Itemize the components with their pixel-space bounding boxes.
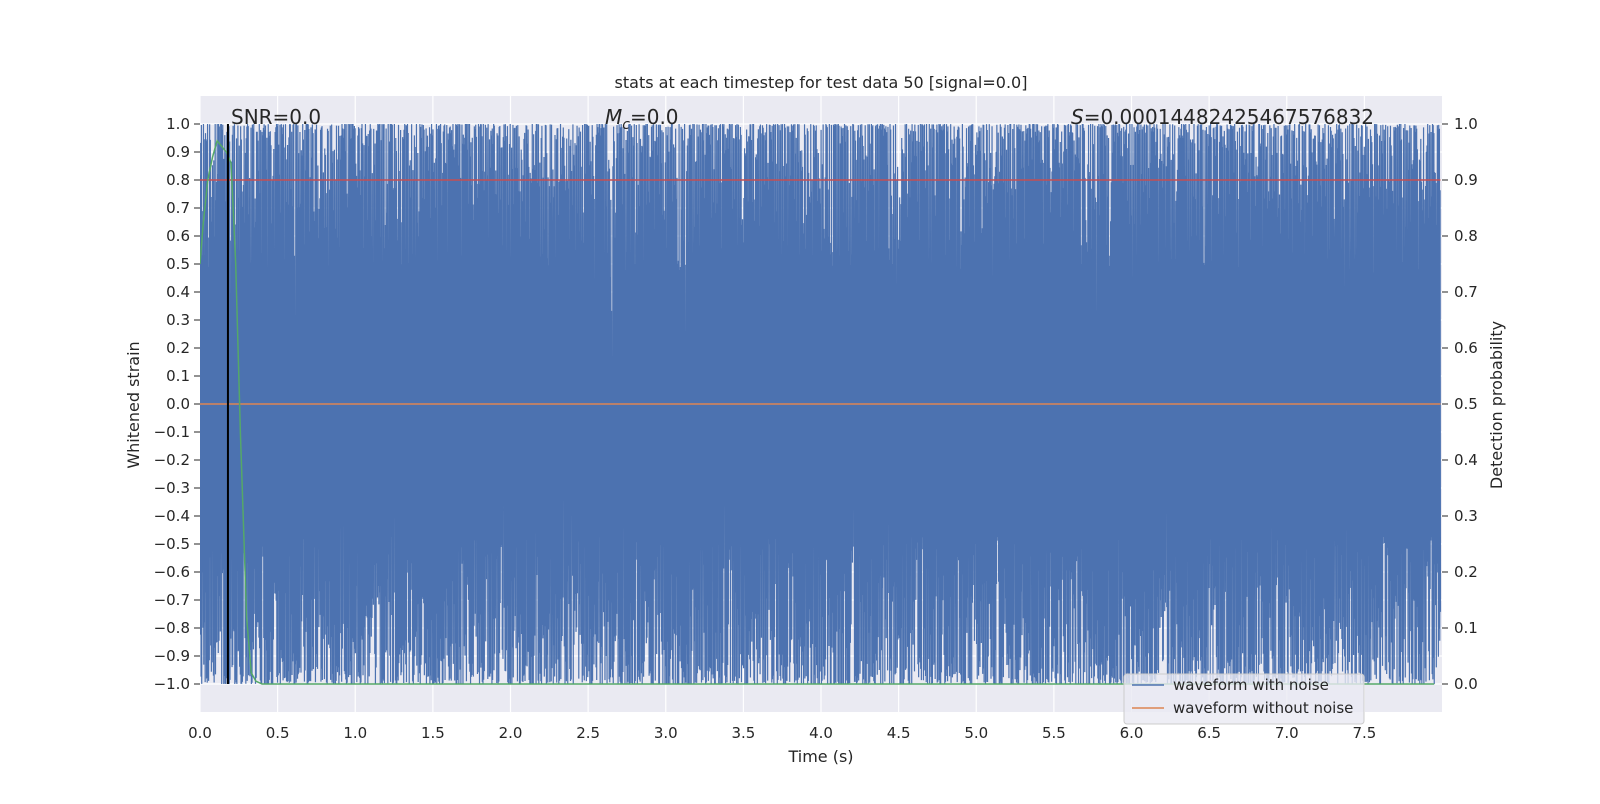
y2-axis-ticks: 1.0 0.9 0.8 0.7 0.6 0.5 0.4 0.3 0.2 0.1 0.0 [1442,115,1478,693]
s-annotation: S=0.00014482425467576832 [1071,105,1374,129]
y-tick-label: −0.5 [154,535,190,553]
y2-tick-label: 0.6 [1454,339,1478,357]
y-tick-label: 0.5 [166,255,190,273]
x-tick-label: 3.0 [654,724,678,742]
x-tick-label: 5.0 [964,724,988,742]
y-tick-label: 0.8 [166,171,190,189]
y-tick-label: −0.9 [154,647,190,665]
y-tick-label: −0.4 [154,507,190,525]
x-tick-label: 3.5 [731,724,755,742]
x-tick-label: 7.0 [1275,724,1299,742]
series-detection-probability [200,139,1435,685]
y2-axis-label: Detection probability [1487,321,1506,489]
y-tick-label: 0.2 [166,339,190,357]
y-tick-label: 0.1 [166,367,190,385]
chart-title: stats at each timestep for test data 50 … [615,73,1028,92]
y2-tick-label: 0.0 [1454,675,1478,693]
mc-annotation: Mc=0.0 [605,105,679,133]
snr-annotation: SNR=0.0 [231,105,321,129]
legend-box [1123,673,1365,725]
x-tick-label: 7.5 [1352,724,1376,742]
x-tick-label: 2.5 [576,724,600,742]
y2-tick-label: 0.2 [1454,563,1478,581]
x-tick-label: 4.5 [887,724,911,742]
y2-tick-label: 1.0 [1454,115,1478,133]
y-tick-label: 0.7 [166,199,190,217]
x-tick-label: 1.5 [421,724,445,742]
s-value: =0.00014482425467576832 [1084,105,1374,129]
x-tick-label: 5.5 [1042,724,1066,742]
series-waveform-with-noise [200,123,1442,685]
x-tick-label: 6.5 [1197,724,1221,742]
y-tick-label: 0.9 [166,143,190,161]
legend-label-waveform-with-noise: waveform with noise [1173,676,1329,694]
x-axis-ticks: 0.0 0.5 1.0 1.5 2.0 2.5 3.0 3.5 4.0 4.5 5.0 5.5 6.0 6… [188,724,1376,742]
x-tick-label: 0.0 [188,724,212,742]
y2-tick-label: 0.4 [1454,451,1478,469]
y2-tick-label: 0.7 [1454,283,1478,301]
x-tick-label: 1.0 [343,724,367,742]
y-tick-label: −0.3 [154,479,190,497]
legend: waveform with noise waveform without noi… [1123,673,1365,725]
x-tick-label: 0.5 [266,724,290,742]
plot-series [200,123,1442,685]
y-tick-label: −0.8 [154,619,190,637]
mc-symbol: M [605,105,622,129]
mc-subscript: c [622,117,630,133]
y2-tick-label: 0.8 [1454,227,1478,245]
y-axis-ticks: 1.0 0.9 0.8 0.7 0.6 0.5 0.4 0.3 0.2 0.1 0.0 −0.1 −0.… [154,115,200,693]
y-tick-label: 0.0 [166,395,190,413]
x-axis-label: Time (s) [787,747,853,766]
x-tick-label: 6.0 [1120,724,1144,742]
y-tick-label: −0.7 [154,591,190,609]
mc-value: =0.0 [630,105,679,129]
y2-tick-label: 0.5 [1454,395,1478,413]
y-tick-label: −0.6 [154,563,190,581]
x-tick-label: 4.0 [809,724,833,742]
y-tick-label: 0.6 [166,227,190,245]
y2-tick-label: 0.9 [1454,171,1478,189]
y-axis-label: Whitened strain [124,341,143,468]
y2-tick-label: 0.3 [1454,507,1478,525]
x-tick-label: 2.0 [499,724,523,742]
legend-label-waveform-without-noise: waveform without noise [1173,699,1353,717]
y2-tick-label: 0.1 [1454,619,1478,637]
y-tick-label: −0.2 [154,451,190,469]
y-tick-label: 0.4 [166,283,190,301]
s-symbol: S [1071,105,1084,129]
y-tick-label: 0.3 [166,311,190,329]
y-tick-label: −0.1 [154,423,190,441]
y-tick-label: −1.0 [154,675,190,693]
y-tick-label: 1.0 [166,115,190,133]
